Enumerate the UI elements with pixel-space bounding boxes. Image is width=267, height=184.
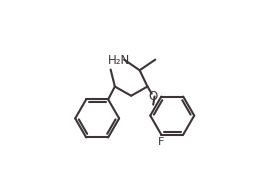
Text: O: O bbox=[148, 90, 158, 103]
Text: F: F bbox=[157, 137, 164, 147]
Text: H₂N: H₂N bbox=[108, 54, 130, 67]
